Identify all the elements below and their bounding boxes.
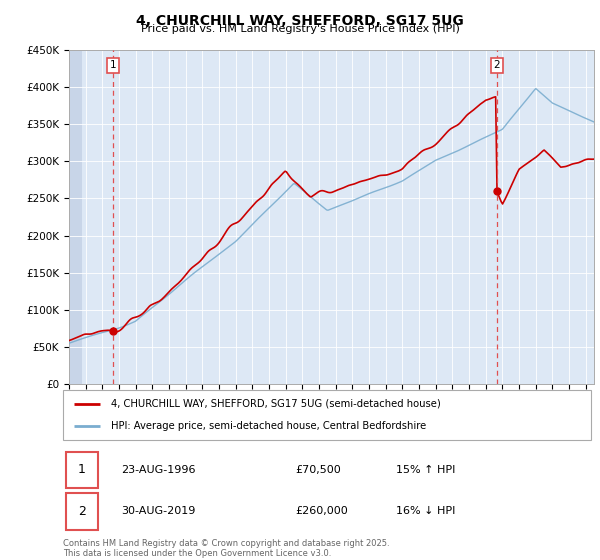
Bar xyxy=(69,50,82,384)
Text: 30-AUG-2019: 30-AUG-2019 xyxy=(121,506,196,516)
Text: 1: 1 xyxy=(110,60,116,70)
Text: HPI: Average price, semi-detached house, Central Bedfordshire: HPI: Average price, semi-detached house,… xyxy=(110,421,426,431)
Text: £70,500: £70,500 xyxy=(295,465,341,475)
FancyBboxPatch shape xyxy=(65,493,98,530)
Text: 2: 2 xyxy=(78,505,86,518)
Text: 4, CHURCHILL WAY, SHEFFORD, SG17 5UG: 4, CHURCHILL WAY, SHEFFORD, SG17 5UG xyxy=(136,14,464,28)
Text: 16% ↓ HPI: 16% ↓ HPI xyxy=(395,506,455,516)
Text: 1: 1 xyxy=(78,463,86,476)
FancyBboxPatch shape xyxy=(65,451,98,488)
Text: 15% ↑ HPI: 15% ↑ HPI xyxy=(395,465,455,475)
FancyBboxPatch shape xyxy=(63,390,591,440)
Text: 2: 2 xyxy=(493,60,500,70)
Text: 23-AUG-1996: 23-AUG-1996 xyxy=(121,465,196,475)
Text: £260,000: £260,000 xyxy=(295,506,348,516)
Text: Contains HM Land Registry data © Crown copyright and database right 2025.
This d: Contains HM Land Registry data © Crown c… xyxy=(63,539,389,558)
Text: 4, CHURCHILL WAY, SHEFFORD, SG17 5UG (semi-detached house): 4, CHURCHILL WAY, SHEFFORD, SG17 5UG (se… xyxy=(110,399,440,409)
Text: Price paid vs. HM Land Registry's House Price Index (HPI): Price paid vs. HM Land Registry's House … xyxy=(140,24,460,34)
